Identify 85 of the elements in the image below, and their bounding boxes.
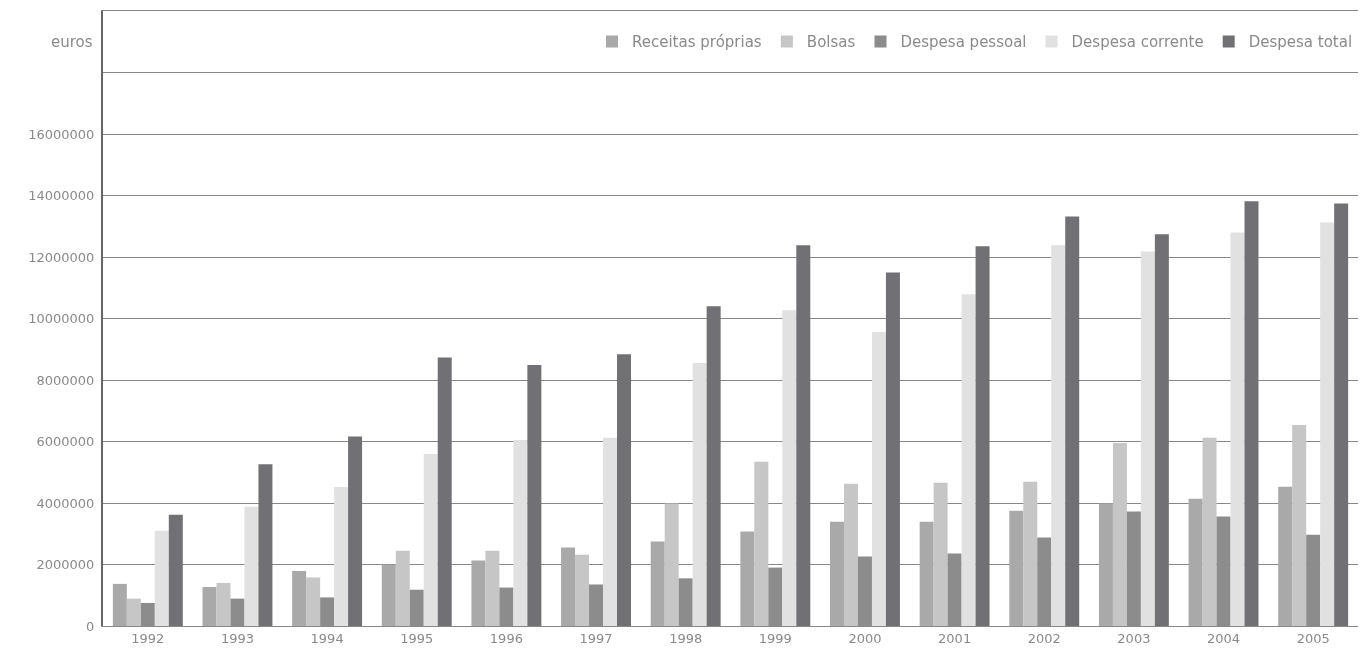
bar bbox=[216, 582, 231, 626]
x-tick-label: 1995 bbox=[400, 630, 434, 646]
bar bbox=[154, 530, 169, 626]
x-tick-label: 2002 bbox=[1027, 630, 1061, 646]
x-tick-label: 2005 bbox=[1296, 630, 1330, 646]
bar bbox=[782, 310, 797, 626]
x-tick-label: 2004 bbox=[1206, 630, 1241, 646]
x-tick-label: 1994 bbox=[310, 630, 344, 646]
bar bbox=[754, 461, 769, 626]
x-tick-label: 1997 bbox=[579, 630, 613, 646]
bar bbox=[1202, 437, 1217, 626]
y-tick-label: 2000000 bbox=[36, 557, 95, 573]
bar bbox=[885, 272, 900, 626]
legend-label: Despesa pessoal bbox=[900, 33, 1027, 52]
legend-label: Despesa corrente bbox=[1071, 33, 1204, 52]
legend-label: Bolsas bbox=[806, 33, 856, 52]
x-tick-label: 2000 bbox=[848, 630, 882, 646]
bar bbox=[395, 550, 410, 626]
y-tick-label: 8000000 bbox=[36, 372, 95, 388]
x-tick-label: 1999 bbox=[758, 630, 792, 646]
bar bbox=[1244, 201, 1259, 626]
bar bbox=[1334, 203, 1349, 626]
bar bbox=[871, 332, 886, 626]
bar bbox=[961, 294, 976, 626]
y-tick-label: 6000000 bbox=[36, 434, 95, 450]
bar bbox=[112, 583, 127, 626]
y-axis-title: euros bbox=[51, 33, 93, 51]
y-tick-label: 12000000 bbox=[28, 249, 95, 265]
bar bbox=[1140, 251, 1155, 626]
x-tick-label: 2001 bbox=[938, 630, 972, 646]
bar bbox=[437, 357, 452, 626]
bar bbox=[381, 564, 396, 626]
bar bbox=[796, 245, 811, 626]
bar bbox=[1154, 234, 1169, 626]
legend-label: Receitas próprias bbox=[632, 33, 762, 52]
bar bbox=[423, 454, 438, 626]
bar bbox=[1292, 424, 1307, 626]
bar bbox=[692, 363, 707, 626]
bar bbox=[1112, 443, 1127, 626]
bar bbox=[975, 246, 990, 626]
bar bbox=[919, 521, 934, 626]
bar bbox=[485, 550, 500, 626]
bar bbox=[617, 354, 631, 626]
y-tick-label: 0 bbox=[86, 618, 95, 634]
bar bbox=[664, 503, 679, 626]
bar bbox=[1023, 481, 1038, 626]
y-tick-label: 16000000 bbox=[28, 126, 95, 142]
x-tick-label: 1998 bbox=[669, 630, 703, 646]
y-tick-label: 4000000 bbox=[36, 495, 95, 511]
bar bbox=[561, 547, 576, 626]
bar bbox=[513, 439, 528, 626]
x-tick-label: 1993 bbox=[220, 630, 255, 646]
bar bbox=[471, 560, 486, 626]
bar bbox=[706, 306, 721, 626]
bar bbox=[168, 514, 183, 626]
bar bbox=[1188, 498, 1203, 626]
x-tick-label: 2003 bbox=[1117, 630, 1151, 646]
legend-label: Despesa total bbox=[1248, 33, 1353, 52]
bar bbox=[843, 483, 858, 626]
bar bbox=[933, 482, 948, 626]
x-tick-label: 1992 bbox=[131, 630, 165, 646]
bar bbox=[740, 531, 755, 626]
bar bbox=[202, 586, 217, 626]
bar bbox=[1065, 216, 1080, 626]
bar bbox=[1320, 222, 1335, 626]
y-tick-label: 14000000 bbox=[28, 188, 95, 204]
bar bbox=[575, 554, 590, 626]
bar bbox=[1009, 510, 1024, 626]
bar bbox=[244, 506, 259, 626]
bar bbox=[348, 436, 363, 626]
bar bbox=[1098, 503, 1113, 626]
bar bbox=[830, 521, 844, 626]
bar bbox=[527, 364, 542, 626]
bar bbox=[1230, 232, 1245, 626]
bar bbox=[1051, 245, 1066, 626]
bar bbox=[306, 577, 321, 626]
bar bbox=[292, 570, 307, 626]
bar bbox=[603, 437, 618, 626]
y-tick-label: 10000000 bbox=[28, 311, 95, 327]
bar bbox=[334, 487, 349, 626]
bar bbox=[258, 464, 273, 626]
bar bbox=[126, 598, 141, 626]
x-tick-label: 1996 bbox=[489, 630, 523, 646]
bar bbox=[650, 541, 665, 626]
bar bbox=[1278, 486, 1293, 626]
